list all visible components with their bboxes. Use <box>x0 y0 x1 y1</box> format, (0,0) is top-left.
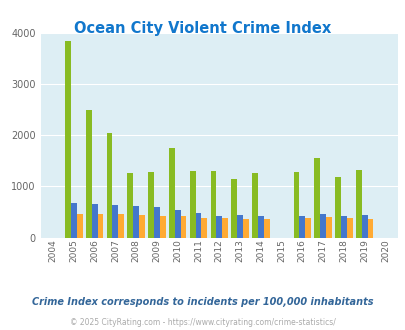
Bar <box>242 219 248 238</box>
Bar <box>231 179 237 238</box>
Bar <box>65 41 71 238</box>
Bar <box>153 207 160 238</box>
Bar <box>175 211 180 238</box>
Bar <box>97 214 103 238</box>
Bar <box>222 218 227 238</box>
Bar <box>168 148 175 238</box>
Bar <box>367 219 373 238</box>
Bar <box>355 170 361 238</box>
Bar <box>71 203 77 238</box>
Text: Ocean City Violent Crime Index: Ocean City Violent Crime Index <box>74 21 331 36</box>
Bar <box>107 133 112 238</box>
Bar <box>216 215 222 238</box>
Bar <box>92 204 97 238</box>
Bar <box>325 217 331 238</box>
Bar <box>334 177 340 238</box>
Bar <box>139 214 145 238</box>
Bar <box>133 206 139 238</box>
Text: © 2025 CityRating.com - https://www.cityrating.com/crime-statistics/: © 2025 CityRating.com - https://www.city… <box>70 318 335 327</box>
Bar <box>293 172 298 238</box>
Bar <box>210 171 216 238</box>
Bar <box>346 218 352 238</box>
Bar <box>112 205 118 238</box>
Bar <box>263 219 269 238</box>
Bar <box>252 173 257 238</box>
Bar <box>298 215 305 238</box>
Bar <box>201 218 207 238</box>
Bar <box>86 110 92 238</box>
Bar <box>313 158 320 238</box>
Bar <box>340 215 346 238</box>
Bar <box>77 214 82 238</box>
Bar <box>180 216 186 238</box>
Bar <box>189 171 195 238</box>
Bar <box>127 173 133 238</box>
Bar <box>148 172 153 238</box>
Bar <box>118 214 124 238</box>
Bar <box>320 214 325 238</box>
Bar <box>160 215 165 238</box>
Text: Crime Index corresponds to incidents per 100,000 inhabitants: Crime Index corresponds to incidents per… <box>32 297 373 307</box>
Bar <box>361 215 367 238</box>
Bar <box>237 215 242 238</box>
Bar <box>195 213 201 238</box>
Bar <box>305 218 310 238</box>
Bar <box>257 215 263 238</box>
